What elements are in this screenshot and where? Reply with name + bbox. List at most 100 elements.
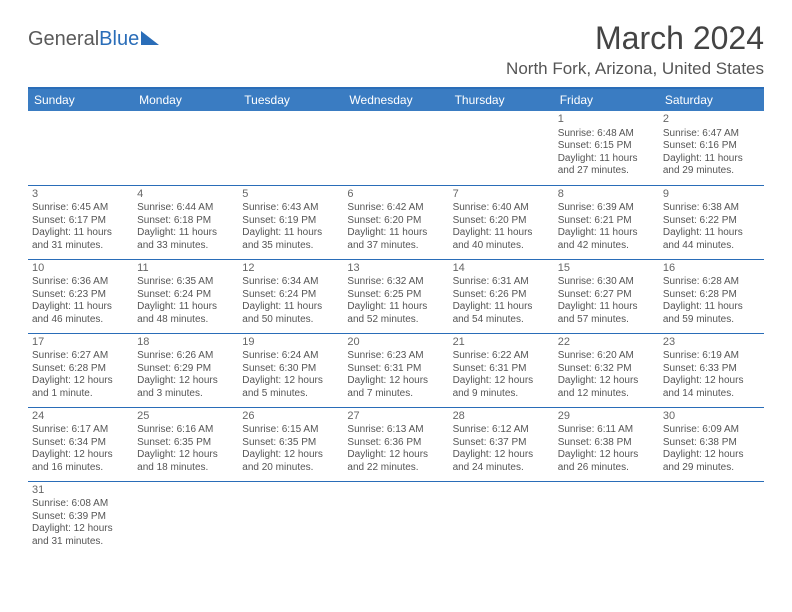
day-detail-line: Daylight: 12 hours — [242, 375, 339, 388]
calendar-cell: 13Sunrise: 6:32 AMSunset: 6:25 PMDayligh… — [343, 259, 448, 333]
calendar-row: 17Sunrise: 6:27 AMSunset: 6:28 PMDayligh… — [28, 333, 764, 407]
day-detail-line: Sunrise: 6:19 AM — [663, 350, 760, 363]
day-header: Friday — [554, 88, 659, 111]
day-detail-line: Daylight: 12 hours — [32, 375, 129, 388]
day-detail-line: Sunset: 6:21 PM — [558, 215, 655, 228]
day-detail-line: Daylight: 11 hours — [453, 301, 550, 314]
day-detail-line: and 24 minutes. — [453, 462, 550, 475]
day-detail-line: Sunset: 6:33 PM — [663, 363, 760, 376]
day-detail-line: Sunset: 6:24 PM — [242, 289, 339, 302]
day-detail-line: and 37 minutes. — [347, 240, 444, 253]
calendar-cell-empty — [238, 481, 343, 555]
calendar-cell: 22Sunrise: 6:20 AMSunset: 6:32 PMDayligh… — [554, 333, 659, 407]
calendar-cell: 15Sunrise: 6:30 AMSunset: 6:27 PMDayligh… — [554, 259, 659, 333]
day-detail-line: Sunrise: 6:47 AM — [663, 128, 760, 141]
day-number: 27 — [347, 410, 444, 424]
day-detail-line: Daylight: 11 hours — [242, 227, 339, 240]
day-detail-line: Sunset: 6:23 PM — [32, 289, 129, 302]
day-detail-line: Sunrise: 6:08 AM — [32, 498, 129, 511]
day-number: 8 — [558, 188, 655, 202]
day-detail-line: Sunset: 6:35 PM — [242, 437, 339, 450]
day-number: 12 — [242, 262, 339, 276]
day-number: 21 — [453, 336, 550, 350]
calendar-cell-empty — [133, 111, 238, 185]
day-detail-line: Daylight: 11 hours — [663, 301, 760, 314]
logo-text-general: General — [28, 28, 99, 51]
day-detail-line: Sunset: 6:20 PM — [347, 215, 444, 228]
calendar-cell: 24Sunrise: 6:17 AMSunset: 6:34 PMDayligh… — [28, 407, 133, 481]
day-detail-line: and 29 minutes. — [663, 462, 760, 475]
day-detail-line: and 54 minutes. — [453, 314, 550, 327]
day-detail-line: and 42 minutes. — [558, 240, 655, 253]
day-detail-line: Sunrise: 6:12 AM — [453, 424, 550, 437]
day-detail-line: Sunrise: 6:32 AM — [347, 276, 444, 289]
calendar-cell: 21Sunrise: 6:22 AMSunset: 6:31 PMDayligh… — [449, 333, 554, 407]
day-number: 13 — [347, 262, 444, 276]
day-number: 22 — [558, 336, 655, 350]
calendar-cell: 9Sunrise: 6:38 AMSunset: 6:22 PMDaylight… — [659, 185, 764, 259]
day-detail-line: Daylight: 11 hours — [137, 301, 234, 314]
calendar-cell-empty — [449, 481, 554, 555]
day-detail-line: Sunset: 6:37 PM — [453, 437, 550, 450]
day-detail-line: Daylight: 11 hours — [32, 227, 129, 240]
day-detail-line: Sunset: 6:31 PM — [453, 363, 550, 376]
day-detail-line: Daylight: 11 hours — [558, 301, 655, 314]
day-detail-line: Daylight: 12 hours — [32, 523, 129, 536]
day-number: 9 — [663, 188, 760, 202]
calendar-cell: 11Sunrise: 6:35 AMSunset: 6:24 PMDayligh… — [133, 259, 238, 333]
day-detail-line: and 14 minutes. — [663, 388, 760, 401]
day-detail-line: Sunset: 6:18 PM — [137, 215, 234, 228]
calendar-cell: 20Sunrise: 6:23 AMSunset: 6:31 PMDayligh… — [343, 333, 448, 407]
day-detail-line: Daylight: 11 hours — [453, 227, 550, 240]
calendar-cell: 3Sunrise: 6:45 AMSunset: 6:17 PMDaylight… — [28, 185, 133, 259]
calendar-cell: 16Sunrise: 6:28 AMSunset: 6:28 PMDayligh… — [659, 259, 764, 333]
day-detail-line: Daylight: 12 hours — [242, 449, 339, 462]
day-detail-line: Daylight: 12 hours — [558, 449, 655, 462]
calendar-cell: 6Sunrise: 6:42 AMSunset: 6:20 PMDaylight… — [343, 185, 448, 259]
calendar-cell: 8Sunrise: 6:39 AMSunset: 6:21 PMDaylight… — [554, 185, 659, 259]
day-detail-line: and 52 minutes. — [347, 314, 444, 327]
day-detail-line: Daylight: 12 hours — [663, 449, 760, 462]
day-detail-line: Sunset: 6:36 PM — [347, 437, 444, 450]
day-detail-line: Daylight: 11 hours — [137, 227, 234, 240]
day-detail-line: Sunset: 6:22 PM — [663, 215, 760, 228]
day-number: 26 — [242, 410, 339, 424]
day-number: 28 — [453, 410, 550, 424]
logo-text-blue: Blue — [99, 28, 139, 51]
day-detail-line: Sunset: 6:28 PM — [663, 289, 760, 302]
day-detail-line: Sunrise: 6:39 AM — [558, 202, 655, 215]
day-detail-line: Daylight: 11 hours — [663, 227, 760, 240]
calendar-row: 10Sunrise: 6:36 AMSunset: 6:23 PMDayligh… — [28, 259, 764, 333]
day-detail-line: Sunrise: 6:17 AM — [32, 424, 129, 437]
calendar-cell: 1Sunrise: 6:48 AMSunset: 6:15 PMDaylight… — [554, 111, 659, 185]
day-detail-line: Daylight: 11 hours — [347, 301, 444, 314]
calendar-row: 24Sunrise: 6:17 AMSunset: 6:34 PMDayligh… — [28, 407, 764, 481]
day-detail-line: and 12 minutes. — [558, 388, 655, 401]
day-number: 10 — [32, 262, 129, 276]
day-detail-line: and 35 minutes. — [242, 240, 339, 253]
day-number: 23 — [663, 336, 760, 350]
day-detail-line: Sunrise: 6:38 AM — [663, 202, 760, 215]
calendar-table: SundayMondayTuesdayWednesdayThursdayFrid… — [28, 87, 764, 555]
day-detail-line: Sunset: 6:27 PM — [558, 289, 655, 302]
day-number: 6 — [347, 188, 444, 202]
day-detail-line: Sunrise: 6:44 AM — [137, 202, 234, 215]
day-detail-line: Daylight: 12 hours — [453, 449, 550, 462]
day-number: 2 — [663, 113, 760, 127]
day-detail-line: Daylight: 12 hours — [137, 375, 234, 388]
day-detail-line: and 46 minutes. — [32, 314, 129, 327]
day-number: 30 — [663, 410, 760, 424]
day-detail-line: Daylight: 12 hours — [453, 375, 550, 388]
day-detail-line: Sunrise: 6:16 AM — [137, 424, 234, 437]
day-detail-line: and 40 minutes. — [453, 240, 550, 253]
day-detail-line: Sunrise: 6:42 AM — [347, 202, 444, 215]
day-detail-line: and 48 minutes. — [137, 314, 234, 327]
day-detail-line: and 9 minutes. — [453, 388, 550, 401]
calendar-cell-empty — [133, 481, 238, 555]
day-detail-line: and 31 minutes. — [32, 240, 129, 253]
day-header: Sunday — [28, 88, 133, 111]
day-header-row: SundayMondayTuesdayWednesdayThursdayFrid… — [28, 88, 764, 111]
day-detail-line: Sunset: 6:17 PM — [32, 215, 129, 228]
day-detail-line: and 7 minutes. — [347, 388, 444, 401]
day-number: 5 — [242, 188, 339, 202]
